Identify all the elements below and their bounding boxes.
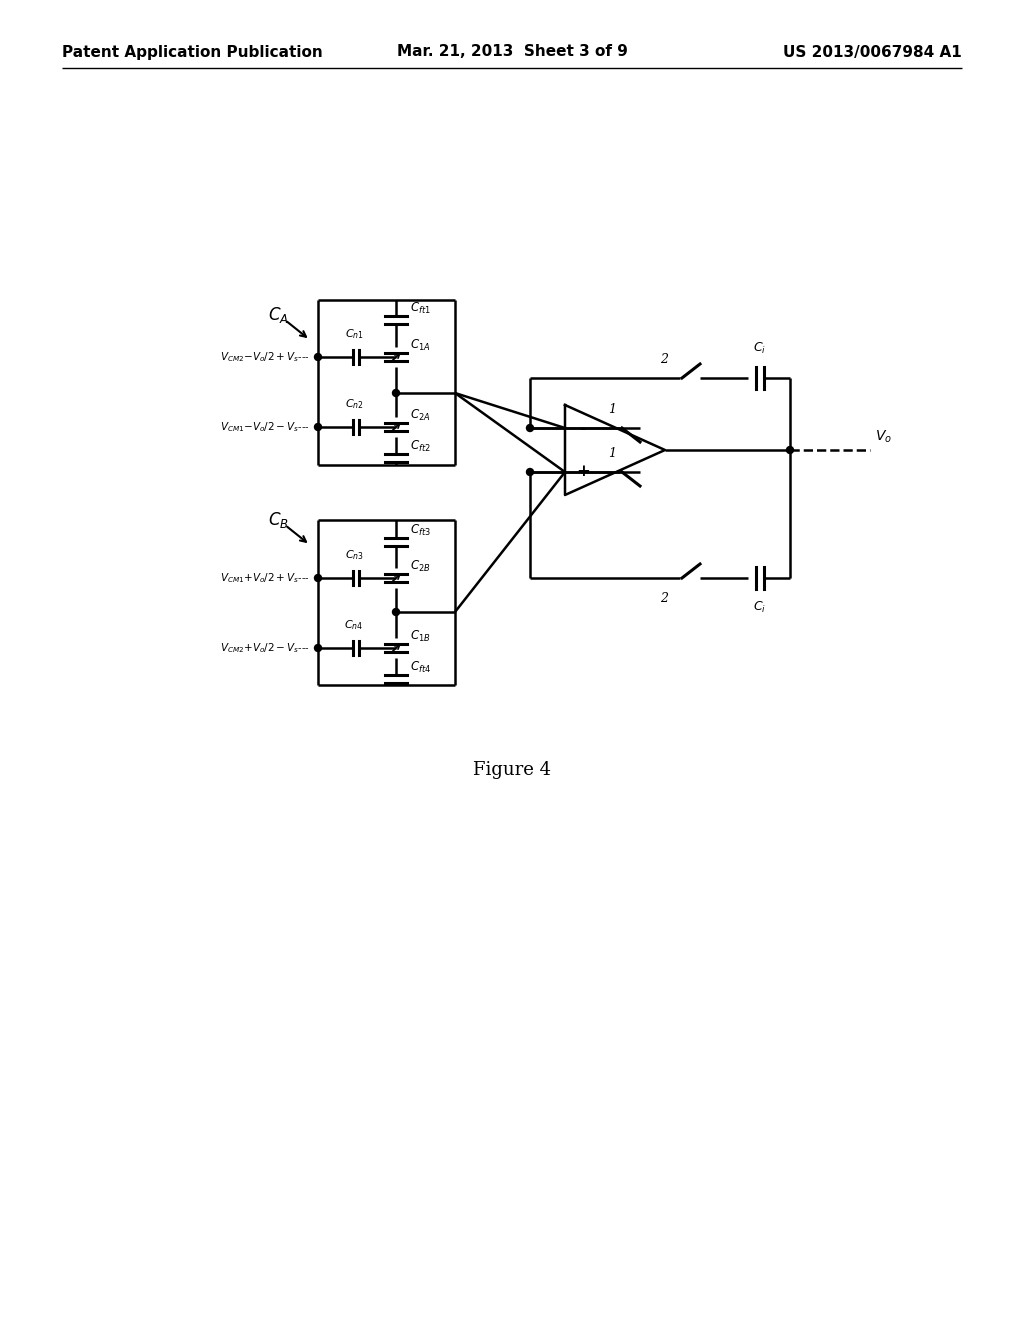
Circle shape	[526, 425, 534, 432]
Circle shape	[392, 389, 399, 396]
Text: 1: 1	[608, 403, 616, 416]
Text: Patent Application Publication: Patent Application Publication	[62, 45, 323, 59]
Text: $C_{ft4}$: $C_{ft4}$	[410, 660, 431, 675]
Text: $C_A$: $C_A$	[268, 305, 289, 325]
Text: $C_{n4}$: $C_{n4}$	[344, 618, 364, 632]
Text: $V_{CM1}$$-V_o/2-V_s$---: $V_{CM1}$$-V_o/2-V_s$---	[220, 420, 310, 434]
Text: $C_{n2}$: $C_{n2}$	[345, 397, 364, 411]
Text: 2: 2	[660, 352, 668, 366]
Text: 1: 1	[608, 447, 616, 459]
Text: $C_{n3}$: $C_{n3}$	[344, 548, 364, 562]
Text: $C_i$: $C_i$	[754, 601, 767, 615]
Text: $V_{CM1}$$+V_o/2+V_s$---: $V_{CM1}$$+V_o/2+V_s$---	[220, 572, 310, 585]
Circle shape	[786, 446, 794, 454]
Text: $C_{ft3}$: $C_{ft3}$	[410, 523, 431, 539]
Text: 2: 2	[660, 591, 668, 605]
Text: $C_B$: $C_B$	[268, 510, 289, 531]
Text: $V_o$: $V_o$	[874, 429, 892, 445]
Circle shape	[314, 574, 322, 582]
Circle shape	[314, 644, 322, 652]
Circle shape	[314, 354, 322, 360]
Text: -: -	[580, 420, 587, 437]
Text: $C_{ft2}$: $C_{ft2}$	[410, 438, 431, 454]
Text: US 2013/0067984 A1: US 2013/0067984 A1	[783, 45, 962, 59]
Text: $C_{ft1}$: $C_{ft1}$	[410, 301, 431, 315]
Text: $V_{CM2}$$-V_o/2+V_s$---: $V_{CM2}$$-V_o/2+V_s$---	[220, 350, 310, 364]
Text: Mar. 21, 2013  Sheet 3 of 9: Mar. 21, 2013 Sheet 3 of 9	[396, 45, 628, 59]
Text: $V_{CM2}$$+V_o/2-V_s$---: $V_{CM2}$$+V_o/2-V_s$---	[220, 642, 310, 655]
Text: $C_{2A}$: $C_{2A}$	[410, 408, 430, 422]
Text: $C_{n1}$: $C_{n1}$	[344, 327, 364, 341]
Text: $C_{1A}$: $C_{1A}$	[410, 338, 430, 352]
Circle shape	[314, 424, 322, 430]
Text: +: +	[577, 463, 590, 480]
Text: $C_{1B}$: $C_{1B}$	[410, 628, 431, 644]
Text: $C_i$: $C_i$	[754, 341, 767, 356]
Text: Figure 4: Figure 4	[473, 762, 551, 779]
Circle shape	[392, 609, 399, 615]
Text: $C_{2B}$: $C_{2B}$	[410, 558, 431, 574]
Circle shape	[526, 469, 534, 475]
